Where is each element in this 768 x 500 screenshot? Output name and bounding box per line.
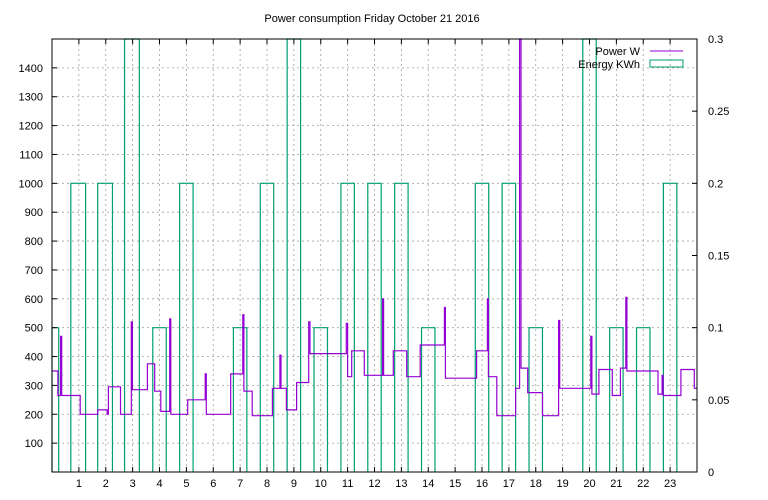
y2-tick-label: 0.05: [708, 395, 729, 407]
energy-bar: [420, 327, 436, 472]
x-tick-label: 15: [449, 478, 461, 490]
x-tick-label: 19: [557, 478, 569, 490]
y-tick-label: 500: [25, 323, 43, 335]
y2-tick-label: 0.2: [708, 178, 723, 190]
energy-series: [51, 38, 678, 472]
x-tick-label: 5: [183, 478, 189, 490]
legend: Power W Energy KWh: [578, 46, 684, 71]
legend-label-energy: Energy KWh: [578, 59, 640, 71]
x-tick-label: 11: [342, 478, 353, 490]
y2-tick-label: 0.1: [708, 323, 723, 335]
y-tick-label: 800: [25, 236, 43, 248]
y2-tick-label: 0.25: [708, 106, 729, 118]
y-tick-label: 1400: [19, 63, 43, 75]
y2-tick-label: 0.3: [708, 34, 723, 46]
x-tick-label: 17: [503, 478, 515, 490]
legend-swatch-energy: [649, 59, 684, 68]
x-tick-label: 7: [237, 478, 243, 490]
y-tick-label: 900: [25, 207, 43, 219]
y2-tick-label: 0: [708, 467, 714, 479]
y-tick-label: 1300: [19, 92, 43, 104]
x-tick-label: 20: [583, 478, 595, 490]
x-tick-label: 8: [264, 478, 270, 490]
x-tick-label: 2: [103, 478, 109, 490]
energy-bar: [609, 327, 624, 472]
energy-bar: [123, 38, 140, 472]
y-tick-label: 200: [25, 409, 43, 421]
x-tick-label: 13: [395, 478, 407, 490]
power-line: [52, 38, 697, 417]
x-tick-label: 4: [156, 478, 162, 490]
legend-label-power: Power W: [595, 46, 640, 58]
x-tick-label: 6: [210, 478, 216, 490]
x-tick-label: 3: [130, 478, 136, 490]
y-tick-label: 700: [25, 265, 43, 277]
energy-bar: [340, 182, 355, 472]
x-tick-label: 23: [664, 478, 676, 490]
y-tick-label: 100: [25, 438, 43, 450]
y-tick-label: 300: [25, 380, 43, 392]
x-tick-label: 12: [368, 478, 380, 490]
x-tick-label: 10: [315, 478, 327, 490]
x-axis: 1 2 3 4 5 6 7 8 9 10 11 12 13 14 15 16 17 18 19 20 21 22 23: [76, 39, 676, 490]
x-tick-label: 16: [476, 478, 488, 490]
energy-bar: [97, 182, 114, 472]
energy-bar: [394, 182, 409, 472]
chart-title: Power consumption Friday October 21 2016: [264, 13, 479, 25]
energy-bar: [70, 182, 87, 472]
y2-tick-label: 0.15: [708, 251, 729, 263]
x-tick-label: 21: [610, 478, 622, 490]
grid-lines: [52, 39, 697, 472]
energy-bar: [152, 327, 167, 472]
energy-bar: [501, 182, 517, 472]
energy-bar: [313, 327, 329, 472]
x-tick-label: 14: [422, 478, 434, 490]
y2-axis: 0 0.05 0.1 0.15 0.2 0.25 0.3: [692, 34, 729, 479]
y-tick-label: 600: [25, 294, 43, 306]
energy-bar: [232, 327, 248, 472]
x-tick-label: 18: [530, 478, 542, 490]
power-series: [52, 38, 697, 417]
energy-bar: [259, 182, 275, 472]
y-axis: 100 200 300 400 500 600 700 800 900 1000 1100 1200 1…: [19, 63, 57, 450]
x-tick-label: 1: [76, 478, 82, 490]
x-tick-label: 9: [291, 478, 297, 490]
energy-bar: [51, 327, 60, 472]
energy-bar: [635, 327, 651, 472]
y-tick-label: 1200: [19, 121, 43, 133]
y-tick-label: 1000: [19, 178, 43, 190]
y-tick-label: 400: [25, 352, 43, 364]
y-tick-label: 1100: [19, 149, 43, 161]
x-tick-label: 22: [637, 478, 649, 490]
energy-bar: [179, 182, 194, 472]
energy-bar: [367, 182, 382, 472]
energy-bar: [662, 182, 678, 472]
